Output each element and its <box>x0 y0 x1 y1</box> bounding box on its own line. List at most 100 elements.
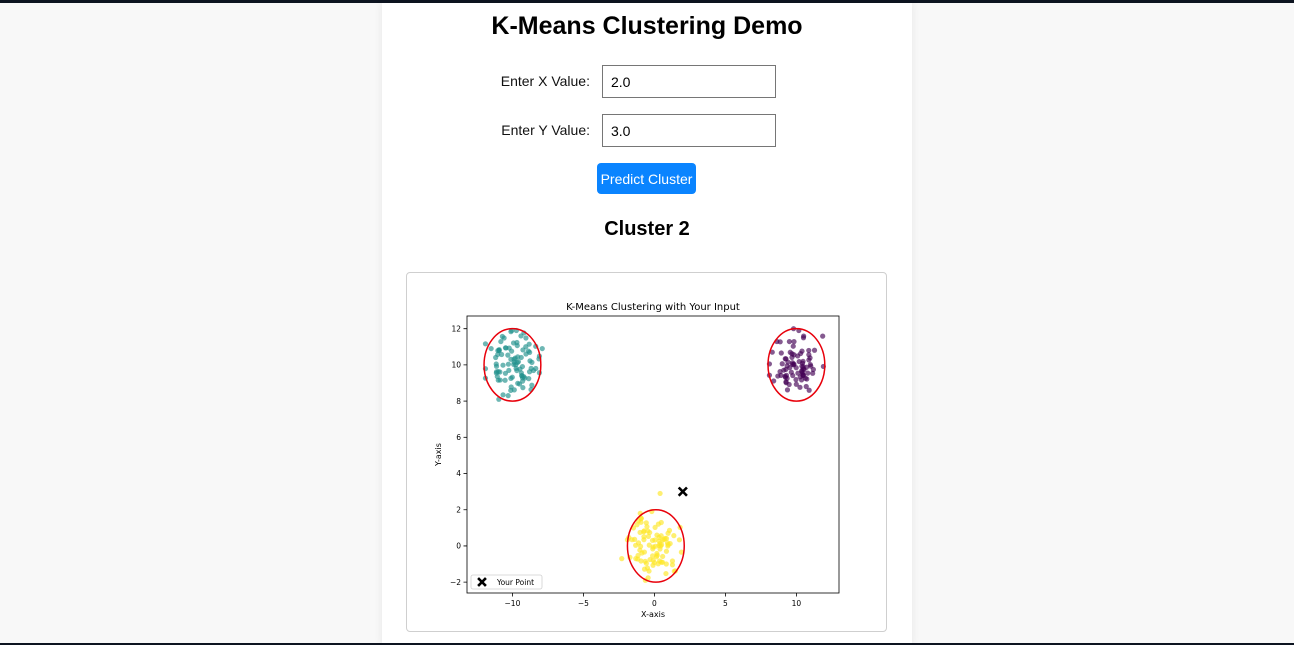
y-tick-label: 0 <box>456 542 461 551</box>
y-tick-label: 6 <box>456 433 461 442</box>
scatter-point <box>501 335 507 341</box>
legend-x-glyph <box>477 577 487 587</box>
y-tick-label: −2 <box>450 578 461 587</box>
scatter-point <box>807 361 813 368</box>
scatter-point <box>793 381 799 387</box>
scatter-point <box>493 369 500 375</box>
scatter-point <box>806 347 812 354</box>
scatter-point <box>787 349 793 355</box>
y-value-input[interactable] <box>602 114 776 147</box>
scatter-point <box>506 367 512 374</box>
scatter-point <box>641 529 647 535</box>
y-value-row: Enter Y Value: <box>382 114 912 148</box>
scatter-point <box>638 558 644 564</box>
scatter-point <box>529 382 535 388</box>
scatter-point <box>643 520 649 526</box>
scatter-point <box>791 339 797 345</box>
scatter-point <box>635 552 641 559</box>
legend-entry-your-point: Your Point <box>496 578 534 587</box>
y-axis-label: Y-axis <box>434 443 443 467</box>
scatter-point <box>657 541 663 547</box>
scatter-point <box>783 356 789 362</box>
scatter-point <box>656 534 662 540</box>
scatter-point <box>641 566 648 572</box>
scatter-point <box>793 377 799 383</box>
scatter-point <box>660 537 666 543</box>
window-bottom-border <box>0 643 1294 645</box>
scatter-point <box>645 528 651 534</box>
y-axis-ticks: −2 0 2 4 6 8 10 12 <box>450 324 467 587</box>
scatter-point <box>511 361 517 368</box>
scatter-point <box>513 365 519 372</box>
scatter-point <box>657 490 663 497</box>
user-point-x-icon <box>677 486 688 497</box>
scatter-point <box>806 387 812 393</box>
scatter-point <box>795 353 801 359</box>
x-value-input[interactable] <box>602 65 776 98</box>
x-tick-label: 10 <box>792 599 802 608</box>
scatter-point <box>500 362 506 368</box>
scatter-point <box>669 558 676 564</box>
cluster-boundaries <box>483 327 826 583</box>
scatter-point <box>508 375 514 382</box>
scatter-point <box>669 562 676 568</box>
scatter-point <box>784 375 790 381</box>
scatter-point <box>495 347 501 354</box>
scatter-point <box>790 343 796 349</box>
scatter-point <box>800 372 806 379</box>
scatter-point <box>509 348 515 354</box>
axes-frame <box>466 315 840 594</box>
y-tick-label: 2 <box>456 505 461 514</box>
scatter-point <box>505 352 511 358</box>
scatter-point <box>629 537 635 543</box>
predict-cluster-button[interactable]: Predict Cluster <box>597 163 696 194</box>
scatter-point <box>638 519 644 525</box>
plot-container: −10 −5 0 5 10 −2 0 2 4 6 8 10 12 K-Means Clustering… <box>406 272 887 632</box>
y-tick-label: 8 <box>456 397 461 406</box>
scatter-point <box>786 381 792 388</box>
window-top-border <box>0 0 1294 3</box>
scatter-point <box>637 543 644 549</box>
scatter-point <box>516 381 523 387</box>
scatter-point <box>654 550 660 557</box>
scatter-point <box>523 335 529 341</box>
scatter-point <box>657 558 663 564</box>
scatter-point <box>505 361 512 367</box>
cluster-boundary-circle <box>626 508 685 583</box>
scatter-point <box>671 533 677 539</box>
scatter-point <box>789 354 795 360</box>
x-value-row: Enter X Value: <box>382 65 912 99</box>
scatter-point <box>518 333 524 339</box>
scatter-point <box>520 347 526 353</box>
cluster-boundary-circle <box>483 327 542 402</box>
scatter-point <box>769 349 775 355</box>
x-tick-label: −5 <box>578 599 589 608</box>
scatter-point <box>806 357 812 363</box>
scatter-point <box>529 359 535 365</box>
scatter-point <box>505 393 511 399</box>
chart-legend: Your Point <box>470 574 543 590</box>
scatter-point <box>497 377 503 383</box>
scatter-point <box>779 361 785 367</box>
scatter-point <box>778 350 784 356</box>
scatter-point <box>657 546 663 552</box>
scatter-point <box>526 341 532 347</box>
main-card: K-Means Clustering Demo Enter X Value: E… <box>382 3 912 645</box>
scatter-point <box>512 355 518 361</box>
scatter-point <box>495 351 501 358</box>
scatter-point <box>678 549 684 555</box>
scatter-point <box>528 365 534 372</box>
kmeans-scatter-chart: −10 −5 0 5 10 −2 0 2 4 6 8 10 12 K-Means Clustering… <box>434 302 840 619</box>
scatter-point <box>650 546 656 552</box>
scatter-point <box>801 333 807 339</box>
x-axis-label: X-axis <box>641 610 665 619</box>
x-tick-label: 0 <box>652 599 657 608</box>
x-value-label: Enter X Value: <box>500 73 590 89</box>
scatter-point <box>786 338 793 345</box>
scatter-point <box>799 367 805 374</box>
y-value-label: Enter Y Value: <box>501 122 590 138</box>
scatter-point <box>488 345 494 352</box>
scatter-point <box>641 534 647 540</box>
scatter-point <box>775 373 781 379</box>
scatter-point <box>650 557 656 563</box>
